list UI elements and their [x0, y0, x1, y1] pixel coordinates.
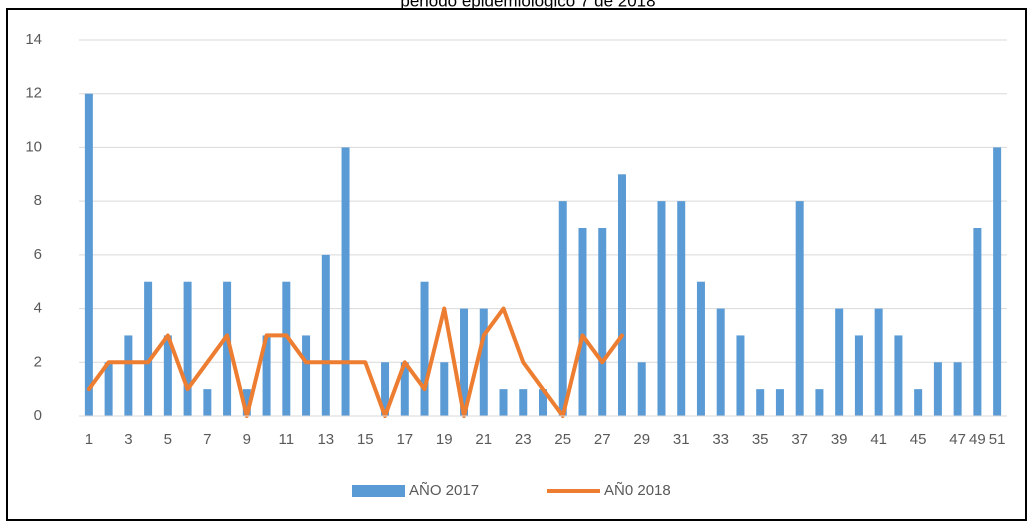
x-tick-label: 3 [124, 431, 132, 448]
y-tick-label: 4 [34, 300, 42, 317]
x-tick-label: 7 [203, 431, 211, 448]
chart-title: periodo epidemiologico 7 de 2018 [400, 0, 655, 10]
line [86, 306, 624, 418]
bar [617, 174, 626, 416]
bar [894, 335, 903, 416]
bar [321, 254, 330, 416]
x-tick-label: 9 [243, 431, 251, 448]
bar [479, 308, 488, 416]
bar [203, 389, 212, 416]
bar [973, 228, 982, 416]
bar [183, 281, 192, 416]
bar [657, 201, 666, 416]
x-tick-label: 41 [870, 431, 887, 448]
bar [519, 389, 528, 416]
bar [835, 308, 844, 416]
bar [933, 362, 942, 416]
x-tick-label: 49 [969, 431, 986, 448]
bar [637, 362, 646, 416]
x-tick-label: 19 [436, 431, 453, 448]
x-tick-label: 29 [633, 431, 650, 448]
x-tick-label: 37 [791, 431, 808, 448]
bar [144, 281, 153, 416]
x-tick-label: 35 [752, 431, 769, 448]
bar [460, 308, 469, 416]
bar [282, 281, 291, 416]
bar [775, 389, 784, 416]
bar [815, 389, 824, 416]
x-tick-label: 45 [910, 431, 927, 448]
x-tick-label: 47 [949, 431, 966, 448]
bar [578, 228, 587, 416]
bar [440, 362, 449, 416]
bar [400, 362, 409, 416]
bar [124, 335, 133, 416]
x-tick-label: 1 [85, 431, 93, 448]
x-tick-label: 27 [594, 431, 611, 448]
y-tick-label: 8 [34, 192, 42, 209]
y-tick-label: 6 [34, 246, 42, 263]
x-tick-label: 17 [396, 431, 413, 448]
bar [341, 147, 350, 416]
y-tick-label: 14 [25, 31, 42, 48]
bar [381, 362, 390, 416]
bar [558, 201, 567, 416]
x-tick-label: 15 [357, 431, 374, 448]
bar [104, 362, 113, 416]
bar [914, 389, 923, 416]
bar [242, 389, 251, 416]
x-tick-label: 13 [317, 431, 334, 448]
bar [874, 308, 883, 416]
bar [696, 281, 705, 416]
bar [736, 335, 745, 416]
x-tick-label: 25 [554, 431, 571, 448]
bar [420, 281, 429, 416]
bar [499, 389, 508, 416]
x-tick-label: 5 [164, 431, 172, 448]
bar [756, 389, 765, 416]
bar [539, 389, 547, 416]
bar [262, 335, 271, 416]
x-tick-label: 33 [712, 431, 729, 448]
legend-label: AÑO 2017 [409, 482, 479, 499]
legend-swatch [352, 485, 405, 497]
x-tick-label: 11 [279, 431, 295, 448]
x-tick-label: 39 [831, 431, 848, 448]
bar [302, 335, 311, 416]
bar [716, 308, 725, 416]
bar [677, 201, 686, 416]
bar [84, 93, 93, 416]
x-tick-label: 51 [989, 431, 1006, 448]
bar [598, 228, 607, 416]
bar [163, 335, 172, 416]
bar [223, 281, 232, 416]
y-tick-label: 2 [34, 353, 42, 370]
x-tick-label: 23 [515, 431, 532, 448]
bar [953, 362, 962, 416]
y-tick-label: 10 [25, 138, 42, 155]
bar [795, 201, 804, 416]
y-tick-label: 12 [25, 85, 42, 102]
bar [993, 147, 1002, 416]
x-tick-label: 21 [475, 431, 492, 448]
bar [854, 335, 863, 416]
legend-label: AÑ0 2018 [604, 482, 671, 499]
x-tick-label: 31 [673, 431, 690, 448]
y-tick-label: 0 [34, 407, 42, 424]
